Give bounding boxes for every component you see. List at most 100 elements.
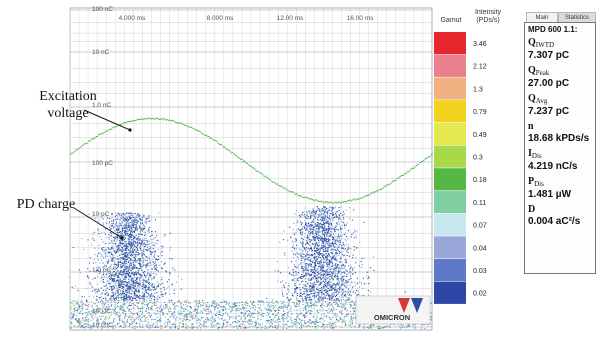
baseline-dot xyxy=(344,303,346,305)
pd-dot xyxy=(347,288,350,290)
pd-dot xyxy=(323,258,325,261)
pd-dot xyxy=(305,299,307,301)
pd-dot xyxy=(324,222,326,224)
pd-dot xyxy=(351,273,354,275)
baseline-dot xyxy=(237,327,239,329)
pd-dot xyxy=(316,206,318,208)
pd-dot xyxy=(313,228,315,230)
pd-dot xyxy=(338,218,340,220)
pd-dot xyxy=(164,262,166,264)
pd-dot xyxy=(301,233,303,235)
pd-dot xyxy=(350,277,352,280)
pd-dot xyxy=(334,289,336,291)
pd-dot xyxy=(126,232,128,234)
pd-dot xyxy=(131,253,133,255)
pd-dot xyxy=(114,281,116,283)
pd-dot xyxy=(325,270,327,272)
pd-dot xyxy=(336,253,338,255)
pd-dot xyxy=(109,282,111,284)
pd-dot xyxy=(328,295,330,298)
pd-dot xyxy=(124,255,126,257)
pd-dot xyxy=(310,298,312,300)
pd-dot xyxy=(120,261,122,263)
pd-dot xyxy=(328,229,330,231)
pd-dot xyxy=(312,228,314,230)
baseline-dot xyxy=(285,318,287,320)
sine-dot xyxy=(277,183,278,185)
pd-dot xyxy=(302,241,304,243)
pd-dot xyxy=(155,265,157,267)
pd-dot xyxy=(311,278,313,280)
pd-dot xyxy=(153,254,155,256)
pd-dot xyxy=(129,286,131,289)
sine-dot xyxy=(351,199,353,201)
pd-dot xyxy=(315,233,317,236)
pd-dot xyxy=(337,282,339,284)
pd-dot xyxy=(142,297,144,299)
sine-dot xyxy=(247,163,249,165)
pd-dot xyxy=(332,214,334,216)
baseline-dot xyxy=(179,306,182,308)
pd-dot xyxy=(343,244,345,246)
pd-dot xyxy=(148,230,150,232)
pd-dot xyxy=(122,263,124,265)
baseline-dot xyxy=(156,309,159,311)
pd-dot xyxy=(134,277,136,279)
pd-dot xyxy=(152,248,154,250)
pd-dot xyxy=(310,274,312,276)
pd-dot xyxy=(117,247,119,249)
pd-dot xyxy=(331,272,334,274)
pd-dot xyxy=(300,228,302,231)
pd-dot xyxy=(152,289,154,291)
sine-dot xyxy=(254,168,256,170)
pd-dot xyxy=(158,258,160,260)
pd-dot xyxy=(123,261,125,263)
baseline-dot xyxy=(288,303,290,305)
baseline-dot xyxy=(298,301,300,303)
sine-dot xyxy=(354,198,356,200)
pd-dot xyxy=(146,288,149,290)
baseline-dot xyxy=(76,302,79,304)
pd-dot xyxy=(338,236,340,238)
sine-dot xyxy=(135,119,137,121)
sine-dot xyxy=(353,198,355,200)
pd-dot xyxy=(308,225,310,227)
pd-dot xyxy=(125,290,127,292)
pd-dot xyxy=(306,214,308,216)
pd-dot xyxy=(327,259,329,261)
pd-dot xyxy=(312,283,314,285)
pd-dot xyxy=(127,269,129,271)
pd-dot xyxy=(327,241,329,243)
baseline-dot xyxy=(185,304,187,306)
pd-dot xyxy=(126,284,128,286)
pd-dot xyxy=(140,243,143,245)
pd-dot xyxy=(117,276,120,278)
pd-dot xyxy=(125,276,128,278)
pd-dot xyxy=(356,294,358,296)
baseline-dot xyxy=(92,308,95,310)
pd-dot xyxy=(132,214,134,216)
pd-dot xyxy=(326,273,328,275)
pd-dot xyxy=(125,249,127,251)
pd-dot xyxy=(342,234,344,236)
pd-dot xyxy=(314,269,316,271)
pd-dot xyxy=(93,239,95,241)
pd-dot xyxy=(103,282,105,284)
pd-dot xyxy=(123,257,125,260)
pd-dot xyxy=(100,277,102,280)
pd-dot xyxy=(143,245,145,248)
pd-dot xyxy=(137,242,139,244)
sine-dot xyxy=(319,201,321,202)
sine-dot xyxy=(133,120,135,122)
sine-dot xyxy=(277,184,279,186)
pd-dot xyxy=(143,254,145,256)
pd-dot xyxy=(287,298,290,301)
pd-dot xyxy=(117,292,119,294)
pd-dot xyxy=(328,271,330,273)
pd-dot xyxy=(122,227,124,229)
baseline-dot xyxy=(259,323,261,325)
pd-dot xyxy=(110,235,112,237)
pd-dot xyxy=(143,282,145,284)
pd-dot xyxy=(323,224,325,226)
